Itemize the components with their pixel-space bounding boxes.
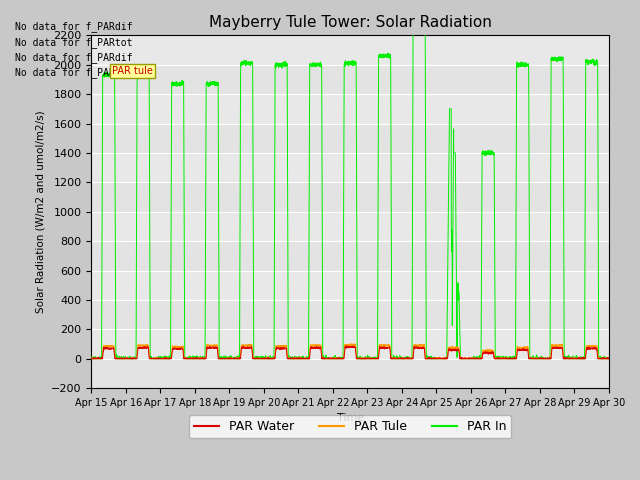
PAR In (438, 356, 445, 361)
Bar (92, 182, 609, 212)
PAR In (88, 355, 95, 361)
Bar (92, 65, 609, 94)
PAR Tule (466, 356, 474, 361)
PAR Water (331, 356, 339, 361)
PAR Water (466, 356, 474, 361)
PAR Water (88, 355, 95, 361)
PAR Tule (437, 356, 445, 361)
PAR Tule (180, 356, 188, 361)
PAR In (88, 356, 95, 361)
PAR Water (88, 356, 95, 361)
Text: PAR tule: PAR tule (112, 66, 153, 76)
Bar (92, 359, 609, 388)
PAR In (466, 356, 474, 361)
PAR Tule (605, 356, 612, 361)
PAR Water (605, 356, 612, 361)
Legend: PAR Water, PAR Tule, PAR In: PAR Water, PAR Tule, PAR In (189, 415, 511, 438)
Text: No data for f_PARtot: No data for f_PARtot (15, 37, 132, 48)
Text: No data for f_PARdif: No data for f_PARdif (15, 22, 132, 32)
Text: No data for f_PARtot: No data for f_PARtot (15, 67, 132, 78)
PAR Tule (88, 356, 95, 361)
Line: PAR Water: PAR Water (92, 346, 609, 359)
PAR Water (605, 356, 612, 361)
PAR In (412, 15, 419, 21)
PAR In (495, 356, 503, 361)
PAR Water (438, 356, 445, 361)
PAR Tule (347, 341, 355, 347)
Line: PAR Tule: PAR Tule (92, 344, 609, 359)
Title: Mayberry Tule Tower: Solar Radiation: Mayberry Tule Tower: Solar Radiation (209, 15, 492, 30)
Bar (92, 123, 609, 153)
PAR In (331, 355, 339, 360)
PAR Tule (495, 355, 503, 361)
Y-axis label: Solar Radiation (W/m2 and umol/m2/s): Solar Radiation (W/m2 and umol/m2/s) (36, 110, 45, 313)
X-axis label: Time: Time (337, 413, 364, 423)
Text: No data for f_PARdif: No data for f_PARdif (15, 52, 132, 63)
PAR Tule (331, 356, 339, 361)
PAR Water (180, 356, 188, 361)
PAR In (605, 356, 612, 361)
PAR In (605, 355, 612, 360)
PAR In (180, 297, 188, 303)
Bar (92, 300, 609, 329)
PAR Water (342, 343, 350, 349)
Line: PAR In: PAR In (92, 18, 609, 359)
Bar (92, 241, 609, 271)
PAR Tule (604, 356, 612, 361)
PAR Water (495, 356, 503, 361)
